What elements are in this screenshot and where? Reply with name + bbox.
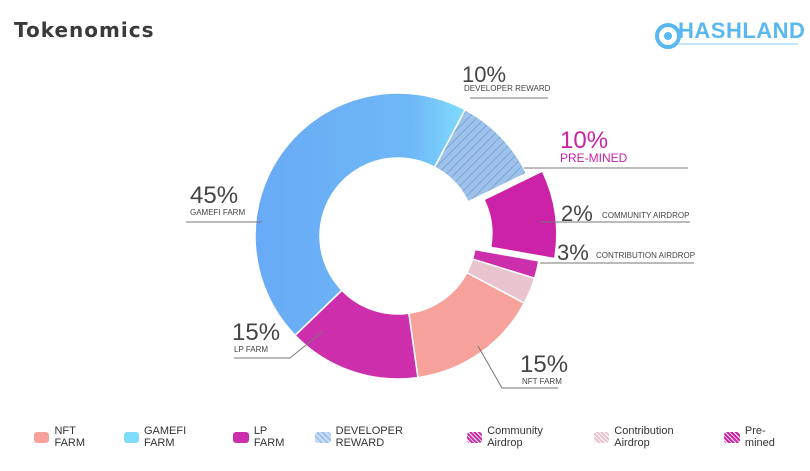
pct-label-nft-farm: 15% bbox=[520, 351, 568, 378]
legend-swatch bbox=[593, 431, 610, 443]
legend-label: Contribution Airdrop bbox=[614, 425, 674, 449]
legend-item-lp-farm: LP FARM bbox=[233, 425, 299, 449]
legend-swatch bbox=[34, 431, 50, 443]
legend-label: GAMEFI FARM bbox=[143, 425, 187, 449]
legend-swatch bbox=[466, 431, 483, 443]
legend-label: NFT FARM bbox=[54, 425, 86, 449]
name-label-pre-mined: PRE-MINED bbox=[560, 151, 628, 165]
pct-label-community-airdrop: 2% bbox=[561, 201, 593, 226]
page-title: Tokenomics bbox=[14, 18, 155, 42]
legend-item-contribution-airdrop: Contribution Airdrop bbox=[593, 425, 709, 449]
legend-label: Pre-mined bbox=[744, 425, 775, 449]
name-label-contribution-airdrop: CONTRIBUTION AIRDROP bbox=[596, 251, 695, 260]
legend-swatch bbox=[123, 431, 139, 443]
legend-item-community-airdrop: Community Airdrop bbox=[466, 425, 578, 449]
pct-label-contribution-airdrop: 3% bbox=[557, 240, 589, 265]
legend-label: LP FARM bbox=[253, 425, 285, 449]
legend-swatch bbox=[315, 431, 331, 443]
slice-gamefi-farm bbox=[254, 92, 467, 337]
legend-item-nft-farm: NFT FARM bbox=[34, 425, 108, 449]
legend-item-developer-reward: DEVELOPER REWARD bbox=[315, 425, 451, 449]
leader-line-nft-farm bbox=[477, 345, 558, 389]
legend-item-gamefi-farm: GAMEFI FARM bbox=[123, 425, 218, 449]
name-label-community-airdrop: COMMUNITY AIRDROP bbox=[602, 211, 689, 220]
leader-line-lp-farm bbox=[234, 331, 323, 359]
hashland-logo-icon bbox=[655, 23, 681, 49]
name-label-nft-farm: NFT FARM bbox=[522, 377, 562, 386]
legend-label: Community Airdrop bbox=[487, 425, 543, 449]
pct-label-pre-mined: 10% bbox=[560, 127, 608, 154]
legend-swatch bbox=[233, 431, 249, 443]
pct-label-developer-reward: 10% bbox=[462, 62, 506, 87]
slice-pre-mined bbox=[482, 170, 558, 260]
slice-contribution-airdrop bbox=[465, 258, 536, 305]
legend-label: DEVELOPER REWARD bbox=[335, 425, 403, 449]
brand-logo-underline bbox=[678, 43, 798, 45]
brand-logo-text: HASHLAND bbox=[678, 18, 806, 43]
pct-label-gamefi-farm: 45% bbox=[190, 182, 238, 209]
name-label-developer-reward: DEVELOPER REWARD bbox=[464, 84, 551, 93]
legend-item-pre-mined: Pre-mined bbox=[724, 425, 794, 449]
name-label-gamefi-farm: GAMEFI FARM bbox=[190, 208, 245, 217]
pct-label-lp-farm: 15% bbox=[232, 319, 280, 346]
legend-swatch bbox=[724, 431, 740, 443]
chart-legend: NFT FARM GAMEFI FARM LP FARM DEVELOPER REWA… bbox=[34, 425, 810, 449]
name-label-lp-farm: LP FARM bbox=[234, 345, 268, 354]
slice-developer-reward bbox=[433, 108, 528, 203]
